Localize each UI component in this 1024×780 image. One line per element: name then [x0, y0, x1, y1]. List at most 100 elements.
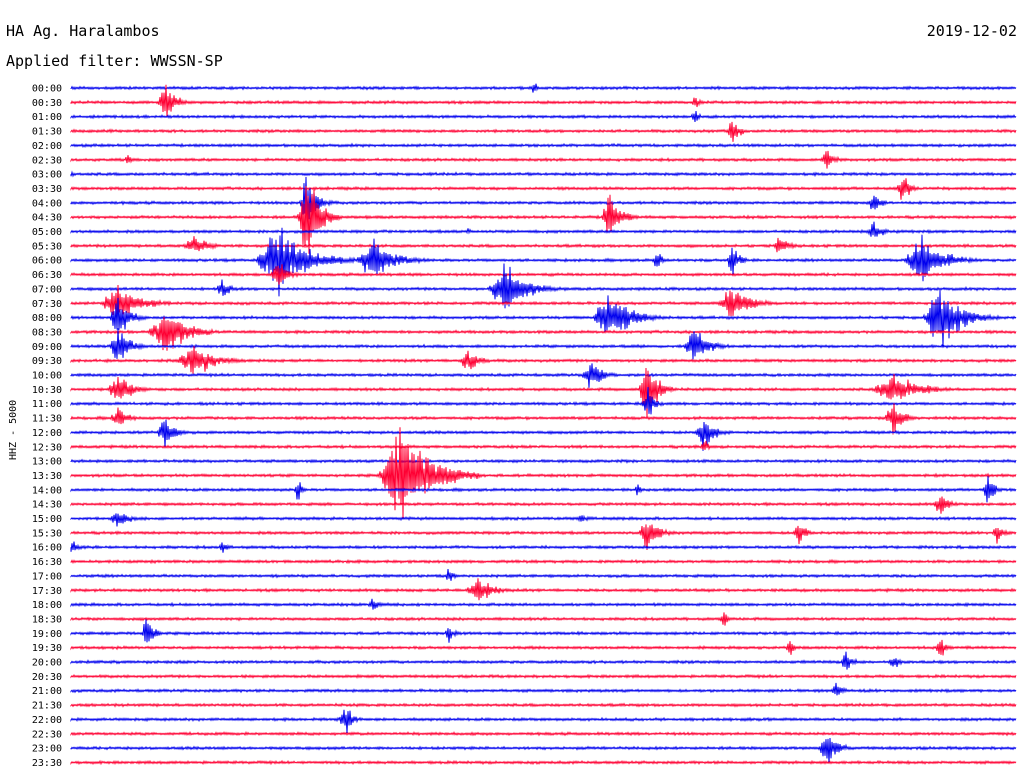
tick-label: 20:30	[32, 672, 62, 683]
tick-label: 10:30	[32, 385, 62, 396]
tick-label: 04:30	[32, 213, 62, 224]
tick-label: 16:00	[32, 543, 62, 554]
seismic-trace	[70, 363, 1017, 388]
seismic-trace	[70, 673, 1017, 680]
seismic-trace	[70, 121, 1017, 142]
station-title: HA Ag. Haralambos	[6, 22, 160, 40]
tick-label: 19:30	[32, 643, 62, 654]
tick-label: 09:30	[32, 356, 62, 367]
tick-label: 15:30	[32, 528, 62, 539]
seismic-trace	[70, 284, 1017, 317]
tick-label: 00:30	[32, 98, 62, 109]
tick-label: 02:00	[32, 141, 62, 152]
seismic-trace	[70, 84, 1017, 117]
seismic-trace	[70, 458, 1017, 464]
seismic-trace	[70, 142, 1017, 149]
tick-label: 06:30	[32, 270, 62, 281]
seismic-trace	[70, 440, 1017, 451]
seismic-trace	[70, 176, 1017, 222]
seismic-trace	[70, 541, 1017, 553]
tick-label: 01:00	[32, 112, 62, 123]
tick-label: 01:30	[32, 127, 62, 138]
seismic-trace	[70, 150, 1017, 169]
tick-label: 12:00	[32, 428, 62, 439]
tick-label: 07:30	[32, 299, 62, 310]
seismic-trace	[70, 170, 1017, 178]
tick-label: 19:00	[32, 629, 62, 640]
seismic-trace	[70, 328, 1017, 360]
seismic-trace	[70, 403, 1017, 435]
seismic-trace	[70, 737, 1017, 764]
tick-label: 05:00	[32, 227, 62, 238]
tick-label: 14:30	[32, 500, 62, 511]
tick-label: 09:00	[32, 342, 62, 353]
seismic-trace	[70, 496, 1017, 514]
tick-label: 13:00	[32, 457, 62, 468]
seismic-trace	[70, 730, 1017, 737]
seismic-trace	[70, 568, 1017, 581]
tick-label: 11:00	[32, 399, 62, 410]
tick-label: 17:30	[32, 586, 62, 597]
seismic-trace	[70, 185, 1017, 254]
tick-label: 20:00	[32, 658, 62, 669]
seismic-trace	[70, 367, 1017, 418]
tick-label: 08:00	[32, 313, 62, 324]
seismic-trace	[70, 639, 1017, 656]
seismic-trace	[70, 651, 1017, 670]
seismic-trace	[70, 178, 1017, 200]
tick-label: 12:30	[32, 442, 62, 453]
seismic-trace	[70, 702, 1017, 708]
seismic-trace	[70, 476, 1017, 503]
tick-label: 03:30	[32, 184, 62, 195]
seismic-trace	[70, 682, 1017, 696]
seismic-trace	[70, 264, 1017, 285]
seismic-trace	[70, 316, 1017, 351]
seismic-trace	[70, 221, 1017, 237]
seismic-trace	[70, 83, 1017, 93]
tick-label: 11:30	[32, 414, 62, 425]
seismic-trace	[70, 110, 1017, 123]
tick-label: 21:00	[32, 686, 62, 697]
tick-label: 00:00	[32, 84, 62, 95]
tick-label-group: 00:00 00:30 01:00 01:30 02:00 02:30 03:00 03:30…	[32, 84, 62, 769]
tick-label: 03:00	[32, 170, 62, 181]
tick-label: 15:00	[32, 514, 62, 525]
tick-label: 06:00	[32, 256, 62, 267]
seismic-trace	[70, 227, 1017, 297]
tick-label: 17:00	[32, 571, 62, 582]
tick-label: 21:30	[32, 701, 62, 712]
tick-label: 16:30	[32, 557, 62, 568]
tick-label: 10:00	[32, 371, 62, 382]
tick-label: 18:00	[32, 600, 62, 611]
seismic-trace	[70, 759, 1017, 766]
tick-label: 07:00	[32, 284, 62, 295]
seismic-trace	[70, 612, 1017, 626]
tick-label: 05:30	[32, 241, 62, 252]
trace-group	[70, 83, 1017, 766]
date-label: 2019-12-02	[927, 22, 1017, 40]
seismic-trace	[70, 427, 1017, 520]
tick-label: 23:00	[32, 744, 62, 755]
seismic-trace	[70, 290, 1017, 348]
tick-label: 04:00	[32, 198, 62, 209]
tick-label: 22:00	[32, 715, 62, 726]
channel-label: HHZ - 5000	[8, 400, 19, 460]
tick-label: 14:00	[32, 485, 62, 496]
seismic-trace	[70, 236, 1017, 253]
seismic-trace	[70, 513, 1017, 527]
seismic-trace	[70, 709, 1017, 734]
seismic-trace	[70, 524, 1017, 551]
filter-label: Applied filter: WWSSN-SP	[6, 52, 223, 70]
seismic-trace	[70, 619, 1017, 643]
tick-label: 18:30	[32, 614, 62, 625]
seismic-trace	[70, 558, 1017, 565]
tick-label: 23:30	[32, 758, 62, 769]
seismic-trace	[70, 346, 1017, 374]
seismic-trace	[70, 386, 1017, 415]
tick-label: 02:30	[32, 155, 62, 166]
seismic-trace	[70, 578, 1017, 601]
tick-label: 22:30	[32, 729, 62, 740]
tick-label: 08:30	[32, 327, 62, 338]
seismic-trace	[70, 419, 1017, 451]
